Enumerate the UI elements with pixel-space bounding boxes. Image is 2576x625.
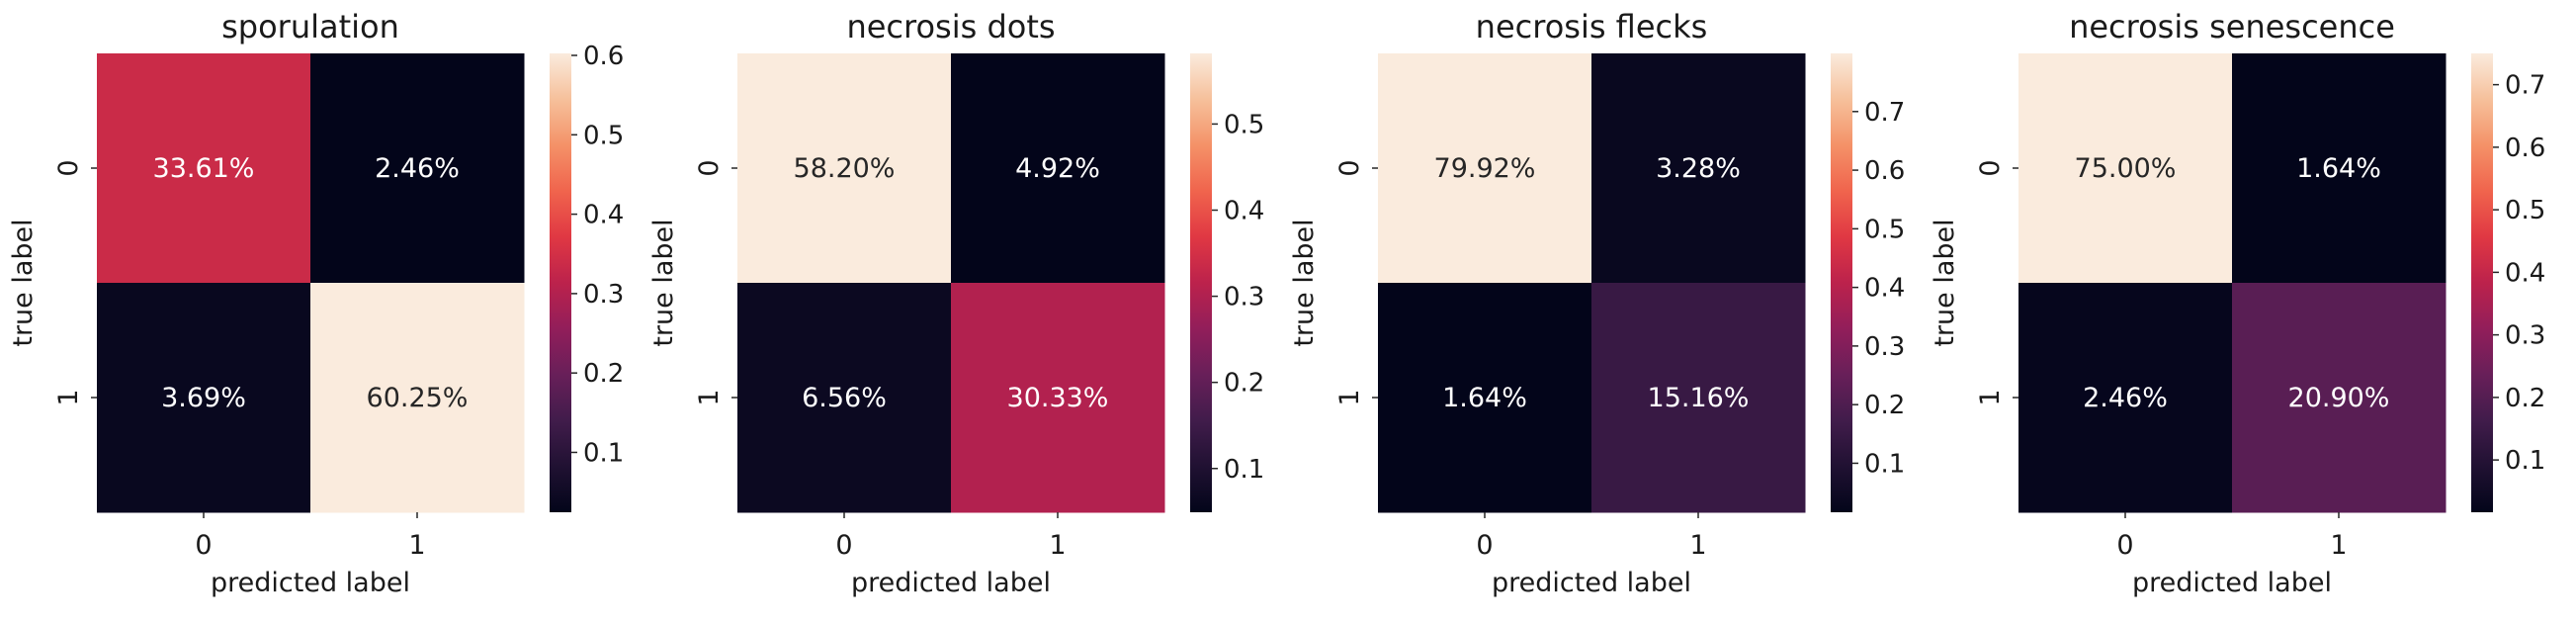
y-tick-label-0: 0 <box>1334 159 1365 176</box>
cell-annotation-r1-c1: 20.90% <box>2288 383 2390 413</box>
y-axis-label: true label <box>648 219 679 346</box>
colorbar-tick-label-2: 0.3 <box>1864 332 1905 362</box>
colorbar-tick-label-5: 0.6 <box>2505 134 2545 163</box>
colorbar-tick-label-4: 0.5 <box>1864 215 1905 244</box>
heatmap-cell-r1-c0 <box>737 283 952 513</box>
x-axis-label: predicted label <box>211 568 410 598</box>
heatmap-cell-r0-c1 <box>1591 53 1806 284</box>
y-tick-label-1: 1 <box>1975 389 2006 405</box>
cell-annotation-r1-c0: 1.64% <box>1442 383 1527 413</box>
heatmap-cell-r0-c1 <box>951 53 1165 284</box>
cell-annotation-r0-c0: 58.20% <box>794 153 896 184</box>
y-tick-label-1: 1 <box>694 389 725 405</box>
colorbar-tick-label-0: 0.1 <box>2505 446 2545 476</box>
x-tick-label-0: 0 <box>2116 530 2133 561</box>
cell-annotation-r1-c1: 30.33% <box>1007 383 1109 413</box>
x-tick-label-1: 1 <box>2330 530 2347 561</box>
colorbar-tick-label-5: 0.6 <box>583 42 624 71</box>
x-tick-label-0: 0 <box>1476 530 1493 561</box>
heatmap-cell-r1-c1 <box>1591 283 1806 513</box>
colorbar-tick-label-1: 0.2 <box>583 359 624 389</box>
heatmap-cell-r1-c0 <box>1378 283 1592 513</box>
cell-annotation-r0-c1: 1.64% <box>2296 153 2381 184</box>
colorbar-tick-label-0: 0.1 <box>1224 455 1264 485</box>
colorbar <box>2471 53 2493 512</box>
colorbar-tick-label-5: 0.6 <box>1864 156 1905 186</box>
cell-annotation-r0-c1: 4.92% <box>1015 153 1100 184</box>
cell-annotation-r0-c0: 75.00% <box>2075 153 2177 184</box>
colorbar-tick-label-2: 0.3 <box>583 280 624 310</box>
x-axis-label: predicted label <box>1492 568 1691 598</box>
heatmap-panel-0: sporulation 33.61% 2.46% 3.69% 60.25% 0 1 0 1 pre… <box>8 8 624 598</box>
heatmap-panel-1: necrosis dots 58.20% 4.92% 6.56% 30.33% 0 1 0 1 p… <box>648 8 1264 598</box>
cell-annotation-r0-c1: 3.28% <box>1656 153 1741 184</box>
heatmap-cell-r0-c0 <box>97 53 311 284</box>
panel-title: necrosis flecks <box>1476 8 1708 45</box>
panel-title: necrosis senescence <box>2069 8 2395 45</box>
colorbar-tick-label-4: 0.5 <box>583 121 624 150</box>
colorbar <box>550 53 571 512</box>
y-tick-label-1: 1 <box>1334 389 1365 405</box>
heatmap-panel-3: necrosis senescence 75.00% 1.64% 2.46% 20.90… <box>1930 8 2545 598</box>
x-tick-label-0: 0 <box>835 530 852 561</box>
y-tick-label-0: 0 <box>53 159 84 176</box>
x-tick-label-1: 1 <box>1689 530 1706 561</box>
heatmap-cell-r1-c0 <box>97 283 311 513</box>
y-axis-label: true label <box>1289 219 1320 346</box>
cell-annotation-r1-c0: 2.46% <box>2083 383 2168 413</box>
y-tick-label-1: 1 <box>53 389 84 405</box>
y-tick-label-0: 0 <box>1975 159 2006 176</box>
colorbar-tick-label-2: 0.3 <box>1224 283 1264 312</box>
colorbar <box>1190 53 1212 512</box>
colorbar-tick-label-0: 0.1 <box>1864 449 1905 479</box>
colorbar-tick-label-3: 0.4 <box>1224 196 1264 225</box>
colorbar-tick-label-1: 0.2 <box>2505 384 2545 413</box>
cell-annotation-r0-c1: 2.46% <box>375 153 460 184</box>
heatmap-cell-r1-c1 <box>310 283 525 513</box>
heatmap-cell-r0-c1 <box>2232 53 2447 284</box>
colorbar-tick-label-1: 0.2 <box>1864 391 1905 420</box>
cell-annotation-r0-c0: 33.61% <box>153 153 255 184</box>
y-tick-label-0: 0 <box>694 159 725 176</box>
heatmap-panel-2: necrosis flecks 79.92% 3.28% 1.64% 15.16% 0 1 0… <box>1289 8 1905 598</box>
y-axis-label: true label <box>1930 219 1960 346</box>
heatmap-cell-r0-c1 <box>310 53 525 284</box>
cell-annotation-r1-c1: 60.25% <box>367 383 469 413</box>
x-tick-label-1: 1 <box>1049 530 1066 561</box>
colorbar-tick-label-0: 0.1 <box>583 438 624 468</box>
x-axis-label: predicted label <box>851 568 1051 598</box>
x-tick-label-0: 0 <box>195 530 212 561</box>
colorbar-tick-label-6: 0.7 <box>1864 98 1905 128</box>
panel-title: necrosis dots <box>846 8 1055 45</box>
heatmap-cell-r0-c0 <box>2018 53 2233 284</box>
cell-annotation-r1-c0: 3.69% <box>161 383 246 413</box>
cell-annotation-r0-c0: 79.92% <box>1434 153 1536 184</box>
colorbar-tick-label-3: 0.4 <box>2505 258 2545 288</box>
panel-title: sporulation <box>221 8 399 45</box>
colorbar-tick-label-2: 0.3 <box>2505 321 2545 351</box>
x-tick-label-1: 1 <box>408 530 425 561</box>
y-axis-label: true label <box>8 219 39 346</box>
heatmap-cell-r1-c1 <box>2232 283 2447 513</box>
colorbar-tick-label-4: 0.5 <box>2505 196 2545 225</box>
heatmap-cell-r1-c1 <box>951 283 1165 513</box>
colorbar-tick-label-6: 0.7 <box>2505 71 2545 101</box>
cell-annotation-r1-c1: 15.16% <box>1648 383 1750 413</box>
colorbar-tick-label-3: 0.4 <box>583 201 624 230</box>
x-axis-label: predicted label <box>2132 568 2332 598</box>
heatmap-cell-r0-c0 <box>1378 53 1592 284</box>
colorbar <box>1831 53 1852 512</box>
colorbar-tick-label-3: 0.4 <box>1864 274 1905 304</box>
cell-annotation-r1-c0: 6.56% <box>802 383 887 413</box>
colorbar-tick-label-1: 0.2 <box>1224 369 1264 399</box>
heatmap-cell-r0-c0 <box>737 53 952 284</box>
colorbar-tick-label-4: 0.5 <box>1224 110 1264 139</box>
heatmap-cell-r1-c0 <box>2018 283 2233 513</box>
